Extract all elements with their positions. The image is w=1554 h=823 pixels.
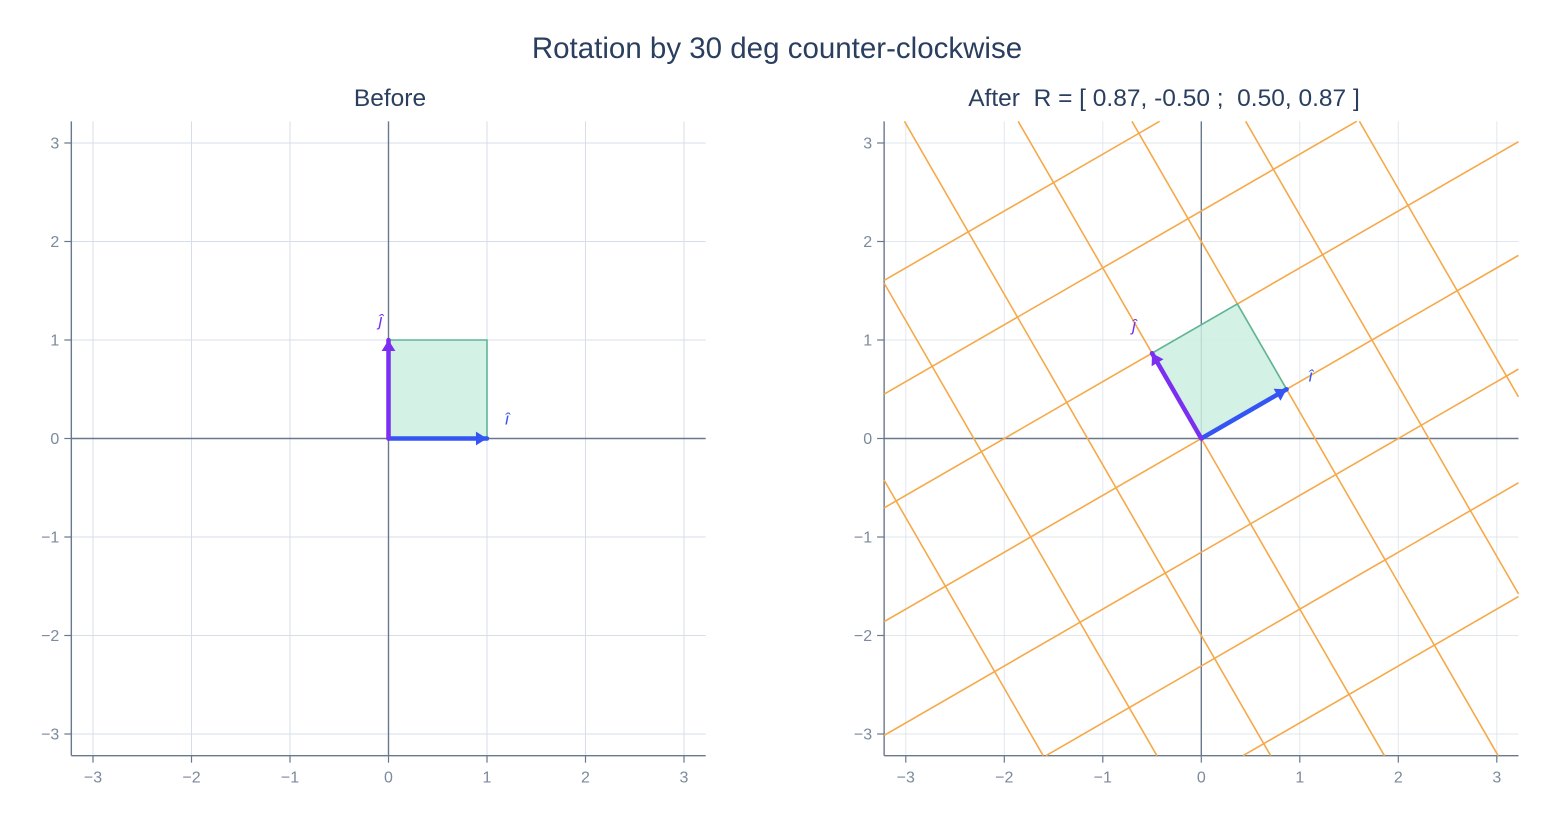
svg-text:2: 2 xyxy=(50,234,59,251)
svg-text:−1: −1 xyxy=(1094,770,1112,787)
svg-text:1: 1 xyxy=(483,770,492,787)
svg-text:−2: −2 xyxy=(854,628,872,645)
svg-text:−2: −2 xyxy=(41,628,59,645)
svg-text:1: 1 xyxy=(50,333,59,350)
svg-text:2: 2 xyxy=(581,770,590,787)
svg-text:2: 2 xyxy=(863,234,872,251)
svg-text:0: 0 xyxy=(50,431,59,448)
svg-text:1: 1 xyxy=(1295,770,1304,787)
svg-text:î: î xyxy=(505,410,511,429)
svg-text:−3: −3 xyxy=(41,727,59,744)
svg-text:−1: −1 xyxy=(854,530,872,547)
svg-text:2: 2 xyxy=(1394,770,1403,787)
svg-text:0: 0 xyxy=(1197,770,1206,787)
svg-text:3: 3 xyxy=(680,770,689,787)
svg-text:−2: −2 xyxy=(182,770,200,787)
svg-text:0: 0 xyxy=(384,770,393,787)
svg-text:−1: −1 xyxy=(281,770,299,787)
svg-text:1: 1 xyxy=(863,333,872,350)
svg-text:−1: −1 xyxy=(41,530,59,547)
svg-text:3: 3 xyxy=(1492,770,1501,787)
svg-text:3: 3 xyxy=(50,136,59,153)
svg-text:3: 3 xyxy=(863,136,872,153)
svg-text:0: 0 xyxy=(863,431,872,448)
svg-text:−3: −3 xyxy=(84,770,102,787)
svg-text:−3: −3 xyxy=(897,770,915,787)
svg-text:−3: −3 xyxy=(854,727,872,744)
svg-text:ĵ: ĵ xyxy=(377,311,385,330)
svg-text:−2: −2 xyxy=(995,770,1013,787)
svg-text:î: î xyxy=(1308,366,1314,385)
